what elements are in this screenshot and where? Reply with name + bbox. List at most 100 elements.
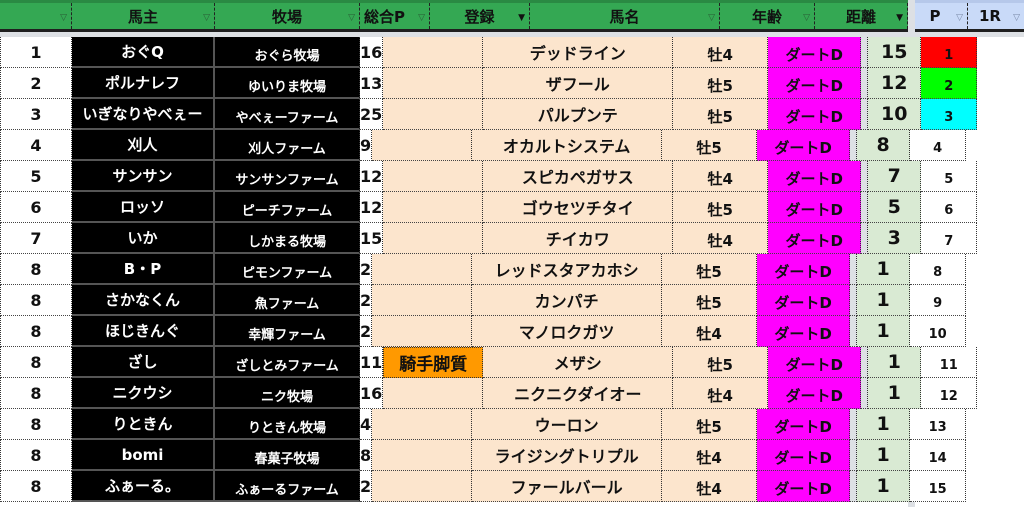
cell-p[interactable]: 5 (868, 192, 922, 223)
cell-r1[interactable]: 11 (921, 347, 978, 378)
cell-reg[interactable] (383, 192, 484, 223)
cell-r1[interactable]: 12 (921, 378, 978, 409)
cell-total[interactable]: 9 (360, 130, 373, 161)
cell-age[interactable]: 牡4 (662, 471, 758, 502)
cell-horse[interactable]: スピカペガサス (483, 161, 674, 192)
cell-owner[interactable]: 刈人 (72, 130, 215, 161)
cell-total[interactable]: 2 (360, 254, 373, 285)
cell-owner[interactable]: bomi (72, 440, 215, 471)
cell-dist[interactable]: ダートD (757, 440, 851, 471)
header-owner[interactable]: 馬主 ▽ (72, 3, 215, 29)
cell-age[interactable]: 牡4 (662, 316, 758, 347)
cell-owner[interactable]: いぎなりやべぇー (72, 99, 215, 130)
filter-active-icon[interactable]: ▼ (896, 13, 903, 23)
cell-rank[interactable]: 4 (0, 130, 72, 161)
cell-horse[interactable]: チイカワ (483, 223, 674, 254)
cell-owner[interactable]: ポルナレフ (72, 68, 215, 99)
cell-reg[interactable] (372, 130, 473, 161)
cell-horse[interactable]: デッドライン (483, 37, 674, 68)
cell-horse[interactable]: オカルトシステム (472, 130, 663, 161)
cell-p[interactable]: 1 (857, 471, 911, 502)
cell-reg[interactable] (372, 409, 473, 440)
header-dist[interactable]: 距離 ▼ (815, 3, 908, 29)
cell-ranch[interactable]: 魚ファーム (215, 285, 360, 316)
cell-total[interactable]: 2 (360, 316, 373, 347)
header-horse[interactable]: 馬名 ▽ (530, 3, 720, 29)
cell-rank[interactable]: 2 (0, 68, 72, 99)
cell-reg[interactable] (383, 378, 484, 409)
cell-ranch[interactable]: しかまる牧場 (215, 223, 360, 254)
cell-age[interactable]: 牡5 (673, 347, 769, 378)
cell-ranch[interactable]: ニク牧場 (215, 378, 360, 409)
cell-rank[interactable]: 8 (0, 254, 72, 285)
cell-rank[interactable]: 8 (0, 471, 72, 502)
cell-ranch[interactable]: りときん牧場 (215, 409, 360, 440)
cell-dist[interactable]: ダートD (757, 471, 851, 502)
cell-total[interactable]: 13 (360, 68, 384, 99)
cell-dist[interactable]: ダートD (768, 192, 862, 223)
cell-horse[interactable]: メザシ (483, 347, 674, 378)
cell-rank[interactable]: 1 (0, 37, 72, 68)
cell-rank[interactable]: 8 (0, 285, 72, 316)
filter-icon[interactable]: ▽ (1013, 13, 1020, 23)
cell-age[interactable]: 牡5 (662, 254, 758, 285)
cell-p[interactable]: 8 (857, 130, 911, 161)
cell-reg[interactable] (383, 37, 484, 68)
cell-horse[interactable]: ザフール (483, 68, 674, 99)
cell-ranch[interactable]: おぐら牧場 (215, 37, 360, 68)
cell-rank[interactable]: 6 (0, 192, 72, 223)
cell-p[interactable]: 1 (857, 254, 911, 285)
cell-r1[interactable]: 4 (910, 130, 967, 161)
cell-r1[interactable]: 14 (910, 440, 967, 471)
cell-reg[interactable] (372, 471, 473, 502)
cell-total[interactable]: 12 (360, 192, 384, 223)
cell-total[interactable]: 16 (360, 37, 384, 68)
cell-p[interactable]: 1 (857, 285, 911, 316)
cell-owner[interactable]: ロッソ (72, 192, 215, 223)
cell-rank[interactable]: 8 (0, 440, 72, 471)
cell-p[interactable]: 7 (868, 161, 922, 192)
cell-reg[interactable] (372, 285, 473, 316)
cell-r1[interactable]: 3 (921, 99, 978, 130)
cell-total[interactable]: 11 (360, 347, 384, 378)
cell-owner[interactable]: ニクウシ (72, 378, 215, 409)
cell-horse[interactable]: マノロクガツ (472, 316, 663, 347)
cell-reg[interactable] (383, 68, 484, 99)
cell-owner[interactable]: B・P (72, 254, 215, 285)
cell-ranch[interactable]: サンサンファーム (215, 161, 360, 192)
cell-dist[interactable]: ダートD (768, 378, 862, 409)
cell-ranch[interactable]: ざしとみファーム (215, 347, 360, 378)
filter-icon[interactable]: ▽ (418, 13, 425, 23)
cell-r1[interactable]: 6 (921, 192, 978, 223)
cell-dist[interactable]: ダートD (768, 223, 862, 254)
cell-horse[interactable]: ライジングトリプル (472, 440, 663, 471)
cell-owner[interactable]: ざし (72, 347, 215, 378)
cell-total[interactable]: 4 (360, 409, 373, 440)
cell-r1[interactable]: 8 (910, 254, 967, 285)
cell-age[interactable]: 牡5 (673, 192, 769, 223)
cell-reg[interactable] (383, 99, 484, 130)
header-total[interactable]: 総合P ▽ (360, 3, 430, 29)
cell-total[interactable]: 8 (360, 440, 373, 471)
cell-rank[interactable]: 7 (0, 223, 72, 254)
cell-total[interactable]: 16 (360, 378, 384, 409)
filter-icon[interactable]: ▽ (708, 13, 715, 23)
header-rank[interactable]: ▽ (0, 3, 72, 29)
cell-r1[interactable]: 7 (921, 223, 978, 254)
cell-ranch[interactable]: ふぁーるファーム (215, 471, 360, 502)
cell-rank[interactable]: 8 (0, 378, 72, 409)
cell-horse[interactable]: ニクニクダイオー (483, 378, 674, 409)
cell-r1[interactable]: 15 (910, 471, 967, 502)
cell-reg[interactable] (372, 254, 473, 285)
cell-owner[interactable]: いか (72, 223, 215, 254)
cell-p[interactable]: 12 (868, 68, 922, 99)
filter-icon[interactable]: ▽ (803, 13, 810, 23)
cell-ranch[interactable]: ピーチファーム (215, 192, 360, 223)
cell-p[interactable]: 1 (868, 378, 922, 409)
cell-dist[interactable]: ダートD (768, 161, 862, 192)
cell-age[interactable]: 牡4 (673, 378, 769, 409)
cell-rank[interactable]: 3 (0, 99, 72, 130)
cell-horse[interactable]: ウーロン (472, 409, 663, 440)
cell-dist[interactable]: ダートD (757, 285, 851, 316)
cell-reg[interactable] (383, 223, 484, 254)
